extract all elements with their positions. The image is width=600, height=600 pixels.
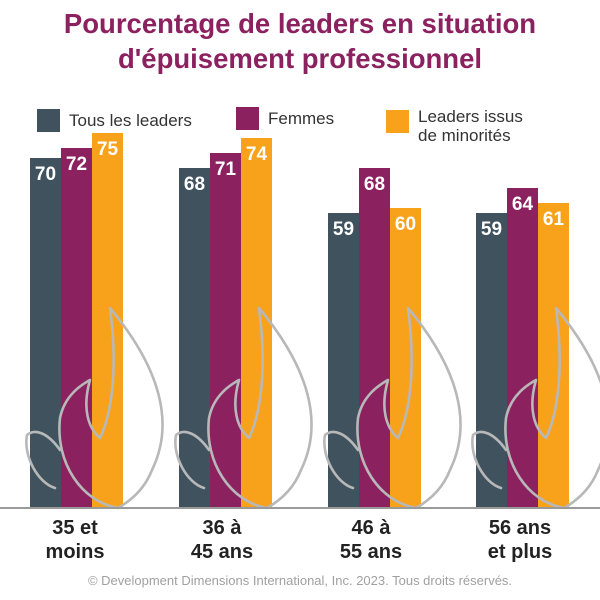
bar-all-leaders-group-1: [30, 158, 61, 508]
bar-women-group-4: [507, 188, 538, 508]
title-line-1: Pourcentage de leaders en situation: [63, 8, 537, 39]
bar-minorities-group-2: [241, 138, 272, 508]
bar-minorities-group-3: [390, 208, 421, 508]
bar-women-group-1: [61, 148, 92, 508]
bar-women-group-3: [359, 168, 390, 508]
bars: [30, 133, 569, 508]
data-label-all-leaders-group-1: 70: [35, 164, 56, 185]
data-label-women-group-4: 64: [512, 194, 534, 215]
legend-swatch-all-leaders: [37, 109, 60, 132]
data-label-all-leaders-group-2: 68: [184, 174, 205, 195]
bar-minorities-group-4: [538, 203, 569, 508]
bar-all-leaders-group-4: [476, 213, 507, 508]
data-label-women-group-1: 72: [66, 154, 87, 175]
data-label-women-group-3: 68: [364, 174, 385, 195]
flame-icon: [174, 306, 313, 510]
data-label-minorities-group-2: 74: [246, 144, 268, 165]
legend-item-all-leaders: Tous les leaders: [37, 109, 192, 132]
bar-all-leaders-group-2: [179, 168, 210, 508]
legend-item-minorities: Leaders issus de minorités: [386, 107, 523, 145]
data-label-minorities-group-1: 75: [97, 139, 119, 160]
data-label-minorities-group-3: 60: [395, 214, 416, 235]
data-label-minorities-group-4: 61: [543, 209, 565, 230]
data-labels: 70 72 75 68 71 74 59 68 60 59 64 61: [35, 139, 565, 240]
legend-swatch-women: [236, 107, 259, 130]
bar-all-leaders-group-3: [328, 213, 359, 508]
bar-minorities-group-1: [92, 133, 123, 508]
data-label-all-leaders-group-4: 59: [481, 219, 502, 240]
bar-women-group-2: [210, 153, 241, 508]
title-line-2: d'épuisement professionnel: [117, 43, 483, 74]
data-label-women-group-2: 71: [215, 159, 237, 180]
x-label-group-3: 46 à 55 ans: [339, 517, 403, 563]
x-label-group-2: 36 à 45 ans: [190, 517, 254, 563]
legend-label-women: Femmes: [268, 109, 335, 128]
legend-swatch-minorities: [386, 110, 409, 133]
data-label-all-leaders-group-3: 59: [333, 219, 354, 240]
chart-title: Pourcentage de leaders en situation d'ép…: [0, 6, 600, 76]
flame-icon: [471, 306, 600, 510]
legend-label-all-leaders: Tous les leaders: [69, 111, 192, 130]
legend-item-women: Femmes: [236, 107, 334, 130]
flame-icon: [323, 306, 462, 510]
legend-label-minorities: Leaders issus de minorités: [418, 107, 523, 145]
x-label-group-1: 35 et moins: [45, 517, 105, 563]
x-label-group-4: 56 ans et plus: [487, 517, 553, 563]
flame-icon: [25, 306, 164, 510]
copyright-footer: © Development Dimensions International, …: [87, 573, 513, 588]
flame-decorations: [25, 306, 600, 510]
